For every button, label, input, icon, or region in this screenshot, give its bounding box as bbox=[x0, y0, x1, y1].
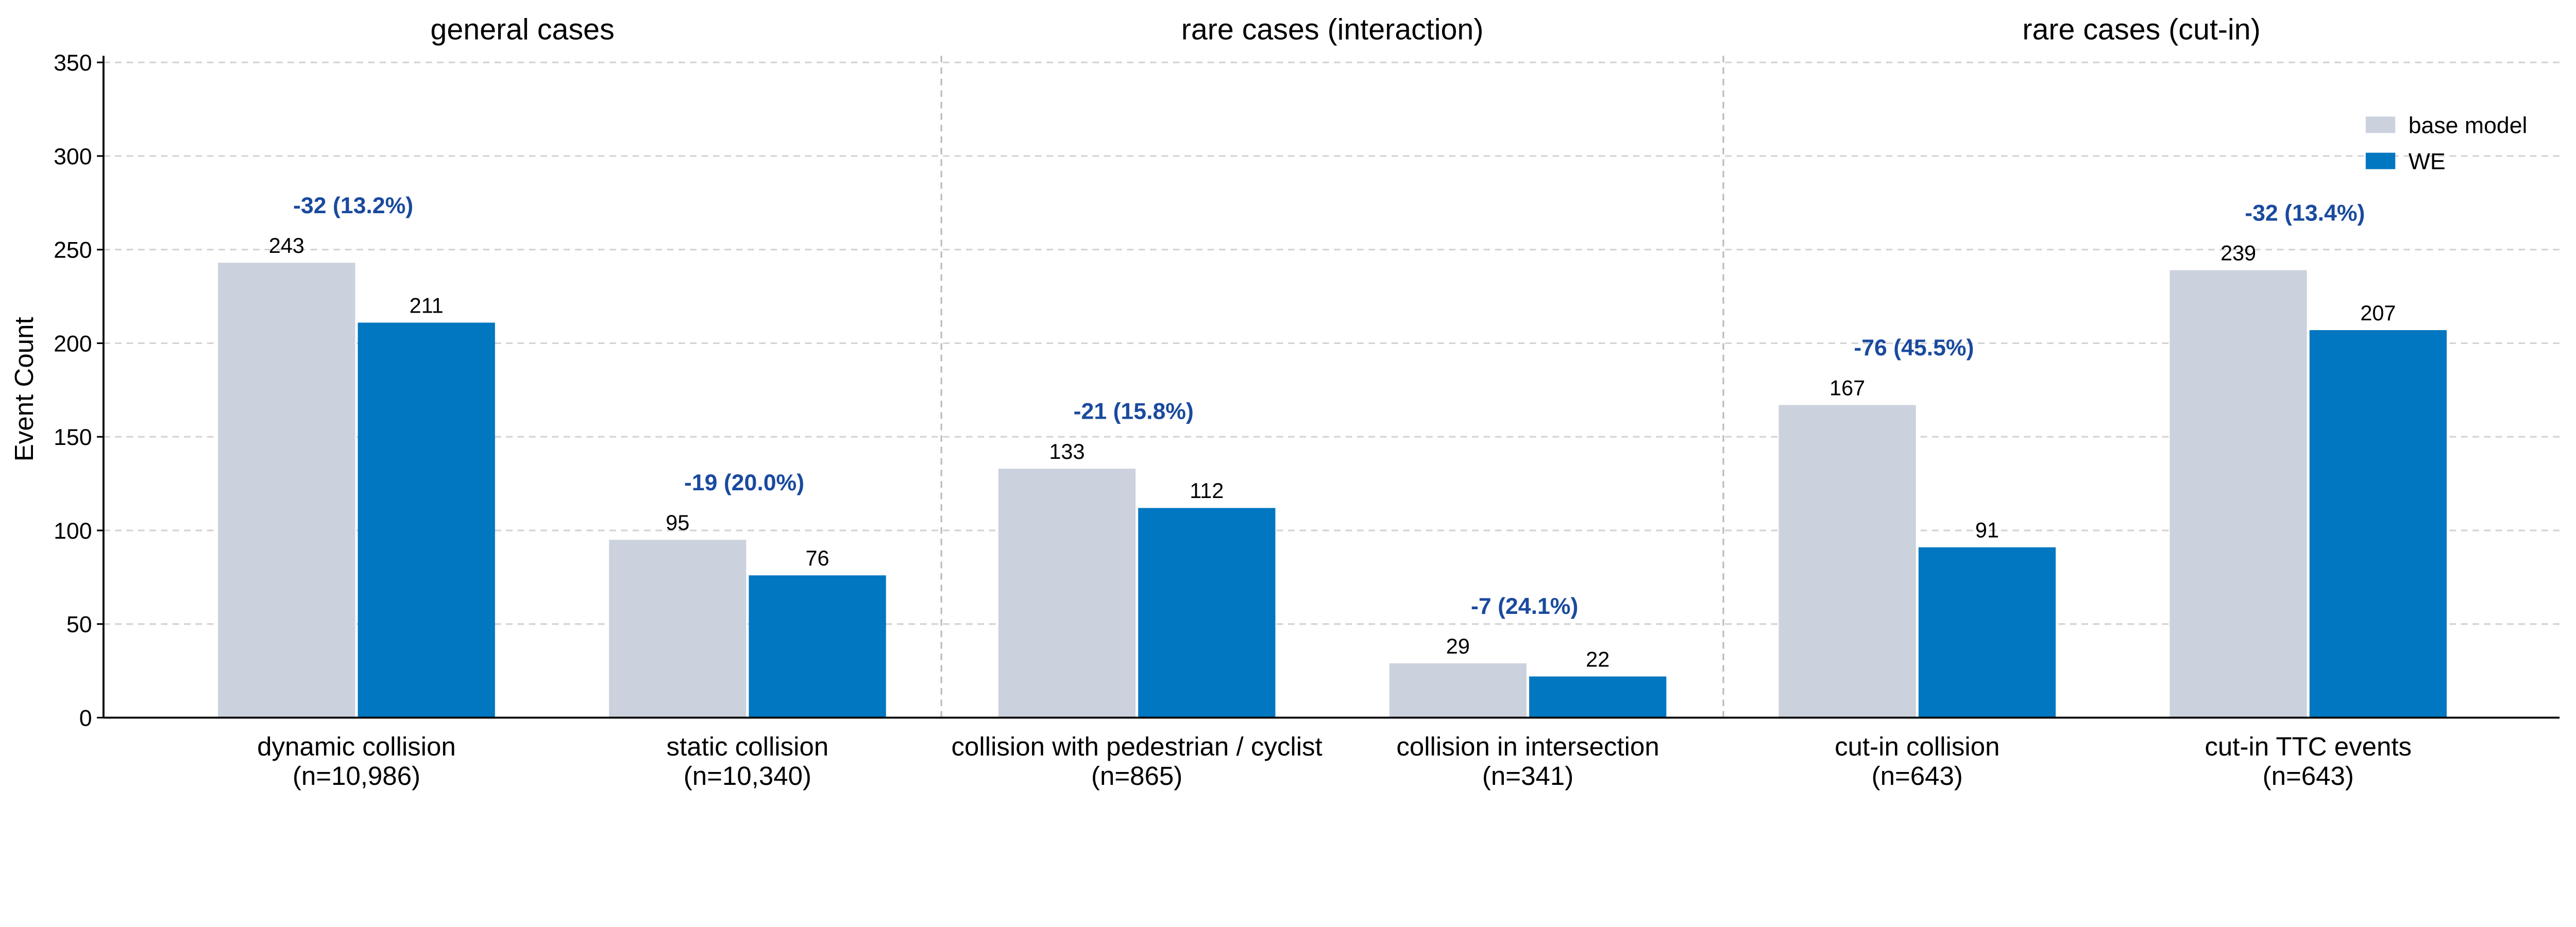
legend-label: base model bbox=[2409, 113, 2528, 138]
legend-swatch bbox=[2365, 116, 2396, 133]
x-tick-sample-size: (n=643) bbox=[1872, 761, 1963, 791]
x-tick-label: static collision bbox=[667, 732, 829, 761]
bar-base-model bbox=[2170, 270, 2307, 718]
bar-chart: 243 211 -32 (13.2%) 95 76 -19 (20.0%) 133 112 -2… bbox=[9, 13, 2560, 791]
bar-value-label: 239 bbox=[2221, 241, 2256, 265]
bar-we bbox=[1529, 676, 1667, 718]
bar-value-label: 207 bbox=[2360, 301, 2396, 325]
bar-value-label: 91 bbox=[1975, 518, 1999, 542]
bar-we bbox=[749, 575, 886, 718]
bar-value-label: 133 bbox=[1049, 439, 1084, 464]
x-tick-sample-size: (n=865) bbox=[1091, 761, 1182, 791]
bars bbox=[218, 263, 2447, 718]
bar-we bbox=[1918, 547, 2056, 718]
y-tick-label: 0 bbox=[79, 706, 92, 731]
bar-value-label: 243 bbox=[269, 233, 304, 258]
x-tick-label: collision in intersection bbox=[1396, 732, 1659, 761]
panel-titles: general cases rare cases (interaction) rar… bbox=[430, 13, 2260, 46]
x-tick-label: cut-in TTC events bbox=[2205, 732, 2412, 761]
y-tick-label: 250 bbox=[54, 238, 92, 263]
reduction-annotation: -32 (13.4%) bbox=[2245, 200, 2365, 226]
panel-title: rare cases (cut-in) bbox=[2022, 13, 2260, 46]
y-axis-label: Event Count bbox=[9, 317, 39, 461]
bar-base-model bbox=[218, 263, 355, 718]
bar-value-label: 167 bbox=[1829, 375, 1865, 400]
bar-base-model bbox=[1389, 663, 1527, 718]
y-tick-label: 350 bbox=[54, 50, 92, 76]
bar-value-label: 29 bbox=[1446, 634, 1470, 658]
x-tick-sample-size: (n=10,340) bbox=[684, 761, 811, 791]
bar-base-model bbox=[1778, 405, 1916, 718]
reduction-annotation: -19 (20.0%) bbox=[684, 470, 804, 495]
bar-base-model bbox=[609, 540, 747, 718]
y-tick-label: 200 bbox=[54, 331, 92, 356]
bar-value-label: 112 bbox=[1190, 478, 1224, 503]
legend: base model WE bbox=[2365, 113, 2528, 174]
x-tick-sample-size: (n=341) bbox=[1482, 761, 1573, 791]
bar-we bbox=[2309, 330, 2447, 718]
x-tick-sample-size: (n=643) bbox=[2263, 761, 2354, 791]
x-tick-label: cut-in collision bbox=[1835, 732, 1999, 761]
reduction-annotation: -76 (45.5%) bbox=[1854, 335, 1974, 360]
y-tick-label: 100 bbox=[54, 519, 92, 544]
bar-we bbox=[1138, 508, 1276, 718]
x-tick-sample-size: (n=10,986) bbox=[293, 761, 420, 791]
x-tick-label: collision with pedestrian / cyclist bbox=[952, 732, 1323, 761]
bar-value-label: 22 bbox=[1586, 647, 1609, 671]
bar-value-label: 95 bbox=[666, 510, 689, 535]
panel-title: rare cases (interaction) bbox=[1181, 13, 1484, 46]
bar-value-label: 76 bbox=[806, 546, 829, 570]
legend-label: WE bbox=[2409, 149, 2446, 174]
y-tick-label: 50 bbox=[66, 612, 92, 638]
panel-title: general cases bbox=[430, 13, 614, 46]
bar-base-model bbox=[998, 469, 1136, 718]
reduction-annotation: -7 (24.1%) bbox=[1471, 594, 1578, 619]
legend-swatch bbox=[2365, 152, 2396, 169]
value-labels: 243 211 -32 (13.2%) 95 76 -19 (20.0%) 133 112 -2… bbox=[269, 193, 2396, 672]
bar-value-label: 211 bbox=[410, 293, 444, 317]
reduction-annotation: -21 (15.8%) bbox=[1074, 399, 1194, 424]
y-tick-label: 150 bbox=[54, 425, 92, 450]
reduction-annotation: -32 (13.2%) bbox=[293, 193, 413, 218]
y-tick-label: 300 bbox=[54, 144, 92, 169]
x-tick-label: dynamic collision bbox=[257, 732, 456, 761]
bar-we bbox=[358, 322, 495, 718]
